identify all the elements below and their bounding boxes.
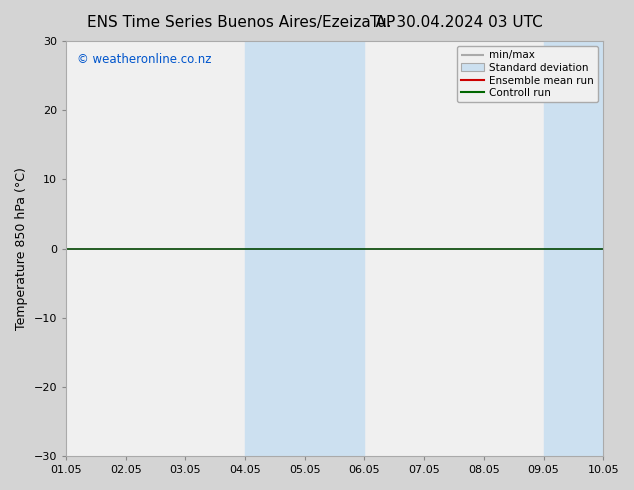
Text: ENS Time Series Buenos Aires/Ezeiza AP: ENS Time Series Buenos Aires/Ezeiza AP	[87, 15, 395, 30]
Bar	[543, 41, 603, 456]
Bar	[305, 41, 365, 456]
Y-axis label: Temperature 850 hPa (°C): Temperature 850 hPa (°C)	[15, 167, 28, 330]
Text: © weatheronline.co.nz: © weatheronline.co.nz	[77, 53, 211, 67]
Legend: min/max, Standard deviation, Ensemble mean run, Controll run: min/max, Standard deviation, Ensemble me…	[456, 46, 598, 102]
Bar	[245, 41, 305, 456]
Text: Tu. 30.04.2024 03 UTC: Tu. 30.04.2024 03 UTC	[370, 15, 543, 30]
